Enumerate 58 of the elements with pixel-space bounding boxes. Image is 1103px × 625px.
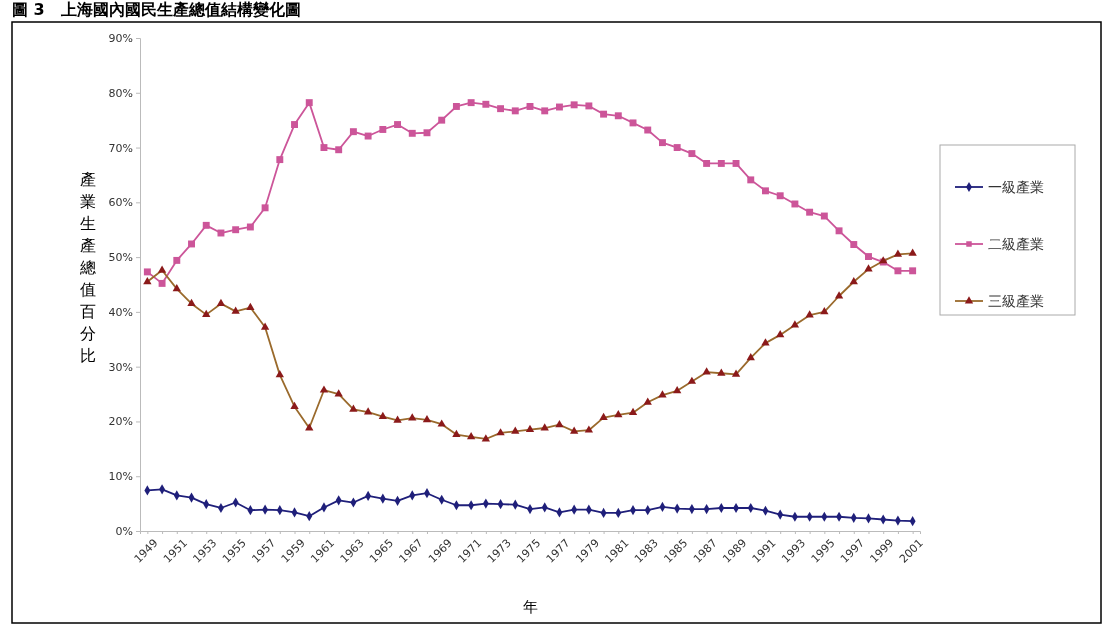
point (511, 107, 519, 115)
legend-label: 三級產業 (988, 293, 1044, 309)
point (570, 101, 578, 109)
point (497, 105, 505, 113)
point (408, 129, 416, 137)
point (541, 107, 549, 115)
point (261, 204, 269, 212)
y-tick-label: 30% (108, 360, 133, 374)
y-tick-label: 80% (108, 86, 133, 100)
point (320, 144, 328, 152)
point (452, 103, 460, 110)
point (835, 227, 843, 235)
point (379, 126, 387, 133)
point (202, 221, 210, 229)
point (688, 150, 696, 158)
point (673, 144, 681, 152)
point (585, 102, 593, 110)
y-tick-label: 90% (108, 32, 133, 46)
point (762, 187, 769, 195)
point (850, 241, 858, 248)
point (865, 253, 872, 261)
point (305, 99, 313, 107)
point (703, 159, 711, 167)
point (909, 267, 917, 275)
point (732, 159, 740, 167)
point (806, 208, 814, 216)
chart-title: 圖 3 上海國內國民生產總值結構變化圖 (12, 0, 301, 19)
legend-label: 二級產業 (988, 236, 1044, 252)
point (232, 226, 240, 234)
point (143, 268, 151, 276)
y-tick-label: 50% (108, 251, 133, 265)
legend-label: 一級產業 (988, 179, 1044, 195)
point (747, 176, 755, 184)
point (600, 110, 608, 118)
point (276, 156, 284, 164)
point (349, 128, 357, 136)
point (173, 256, 181, 264)
point (894, 267, 902, 275)
point (158, 279, 166, 287)
point (291, 121, 298, 129)
point (467, 99, 475, 107)
point (335, 146, 343, 154)
point (482, 100, 490, 108)
text: 產業生產總值百分比 (80, 170, 96, 365)
y-tick-label: 60% (108, 196, 133, 210)
point (394, 121, 402, 129)
point (658, 139, 666, 147)
point (438, 116, 446, 124)
point (717, 159, 725, 167)
y-tick-label: 70% (108, 141, 133, 155)
y-tick-label: 40% (108, 305, 133, 319)
y-tick-label: 0% (115, 525, 133, 539)
point (364, 132, 372, 140)
point (614, 112, 622, 120)
x-axis-title: 年 (522, 598, 538, 616)
y-tick-label: 10% (108, 470, 133, 484)
y-tick-label: 20% (108, 415, 133, 429)
point (776, 192, 784, 200)
